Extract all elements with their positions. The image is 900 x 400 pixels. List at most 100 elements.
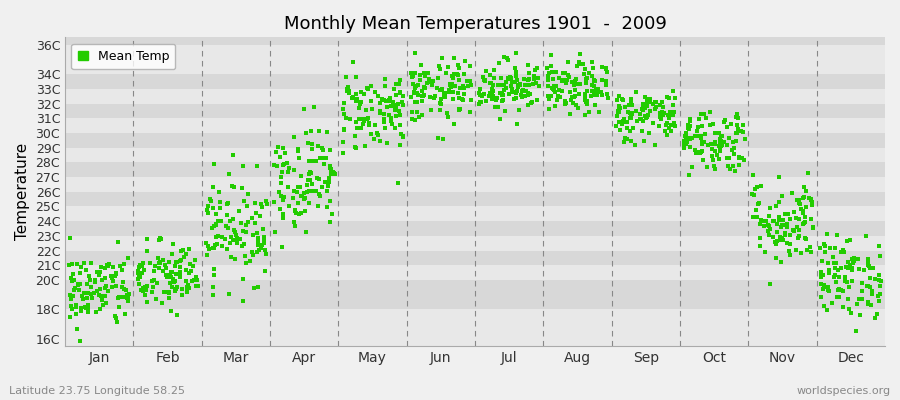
Point <box>225 182 239 189</box>
Point <box>500 55 514 61</box>
Point <box>587 77 601 84</box>
Point <box>770 202 784 209</box>
Point <box>567 82 581 88</box>
Point <box>68 310 83 317</box>
Point <box>780 240 795 246</box>
Point <box>323 219 338 226</box>
Point <box>610 97 625 103</box>
Point <box>153 260 167 266</box>
Point <box>432 107 446 113</box>
Point <box>842 262 857 268</box>
Point <box>436 135 451 142</box>
Point <box>122 291 136 297</box>
Point <box>578 112 592 118</box>
Point <box>682 134 697 141</box>
Point <box>377 83 392 89</box>
Point <box>349 74 364 80</box>
Bar <box>65 236 885 250</box>
Point <box>202 196 217 202</box>
Point <box>796 207 810 214</box>
Point <box>847 258 861 264</box>
Point <box>163 279 177 286</box>
Point <box>763 204 778 211</box>
Bar <box>65 192 885 206</box>
Point <box>98 285 112 292</box>
Point <box>65 261 79 267</box>
Point <box>104 274 119 280</box>
Point <box>822 266 836 273</box>
Point <box>753 235 768 241</box>
Point <box>375 96 390 102</box>
Point <box>379 98 393 104</box>
Point <box>769 241 783 247</box>
Point <box>222 240 237 246</box>
Point <box>779 222 794 228</box>
Point <box>98 293 112 299</box>
Point <box>382 112 396 118</box>
Point <box>846 255 860 261</box>
Point <box>221 224 236 231</box>
Point <box>851 256 866 262</box>
Point <box>497 54 511 60</box>
Point <box>174 248 188 254</box>
Point <box>348 97 363 104</box>
Point <box>682 116 697 122</box>
Point <box>291 148 305 154</box>
Point <box>570 80 584 87</box>
Point <box>302 188 317 194</box>
Point <box>76 290 91 296</box>
Point <box>872 276 886 283</box>
Point <box>661 94 675 100</box>
Point <box>611 108 625 115</box>
Point <box>436 92 451 98</box>
Point <box>351 115 365 122</box>
Point <box>410 99 425 105</box>
Point <box>783 232 797 238</box>
Point <box>352 105 366 112</box>
Point <box>505 88 519 94</box>
Point <box>316 146 330 153</box>
Point <box>112 294 127 300</box>
Point <box>177 253 192 260</box>
Point <box>508 79 522 85</box>
Point <box>774 224 788 231</box>
Point <box>90 269 104 276</box>
Point <box>727 145 742 151</box>
Point <box>66 293 80 300</box>
Point <box>558 70 572 76</box>
Point <box>320 188 334 194</box>
Point <box>339 74 354 81</box>
Point <box>403 70 418 76</box>
Point <box>655 99 670 106</box>
Point <box>521 89 535 96</box>
Point <box>711 143 725 150</box>
Point <box>520 92 535 98</box>
Point <box>431 74 446 81</box>
Point <box>178 266 193 273</box>
Point <box>859 233 873 240</box>
Point <box>762 232 777 238</box>
Point <box>611 108 625 114</box>
Point <box>862 283 877 290</box>
Point <box>433 66 447 73</box>
Point <box>380 104 394 110</box>
Point <box>292 184 307 190</box>
Point <box>649 104 663 110</box>
Point <box>615 96 629 102</box>
Point <box>464 82 479 88</box>
Point <box>77 260 92 266</box>
Point <box>874 278 888 284</box>
Point <box>403 94 418 100</box>
Point <box>842 306 857 312</box>
Point <box>78 267 93 274</box>
Point <box>749 206 763 213</box>
Point <box>634 105 649 112</box>
Point <box>500 57 515 63</box>
Point <box>373 108 387 114</box>
Point <box>382 96 396 103</box>
Point <box>318 179 332 185</box>
Point <box>484 80 499 86</box>
Point <box>162 290 176 296</box>
Point <box>446 89 460 96</box>
Point <box>168 263 183 269</box>
